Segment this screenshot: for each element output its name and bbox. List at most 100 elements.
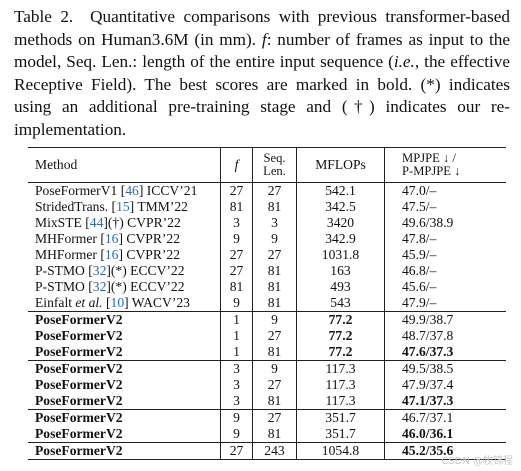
citation-link[interactable]: 16 (104, 231, 119, 246)
seq-len-cell: 27 (252, 377, 297, 393)
seq-len-cell: 27 (252, 182, 297, 199)
citation-link[interactable]: 46 (125, 183, 139, 198)
method-venue: ] ICCV’21 (138, 183, 198, 198)
table-caption: Table 2. Quantitative comparisons with p… (14, 6, 510, 142)
table-row-ours: PoseFormerV2 1 81 77.2 47.6/37.3 (28, 344, 506, 361)
method-cell: PoseFormerV2 (28, 442, 221, 460)
method-venue: ](*) ECCV’22 (106, 279, 185, 294)
method-venue: ] WACV’23 (124, 295, 190, 310)
frames-cell: 27 (220, 247, 253, 263)
mpjpe-cell: 49.9/38.7 (384, 311, 506, 328)
seq-len-cell: 243 (252, 442, 297, 460)
method-name: StridedTrans. [ (35, 199, 117, 214)
citation-link[interactable]: 10 (110, 295, 125, 310)
method-cell: PoseFormerV2 (28, 344, 221, 361)
table-row: PoseFormerV1 [46] ICCV’21 27 27 542.1 47.0/– (28, 182, 506, 199)
mflops-cell: 3420 (296, 215, 385, 231)
header-f: f (220, 147, 253, 183)
frames-cell: 1 (220, 344, 253, 361)
method-name: MHFormer [ (35, 231, 105, 246)
method-venue: ](†) CVPR’22 (103, 215, 181, 230)
mpjpe-cell: 45.6/– (402, 279, 437, 294)
method-cell: MHFormer [16] CVPR’22 (28, 231, 221, 247)
mpjpe-cell: 47.8/– (402, 231, 437, 246)
table-row: P-STMO [32](*) ECCV’22 27 81 163 46.8/– (28, 263, 506, 279)
seq-len-cell: 27 (252, 247, 297, 263)
method-venue: ] CVPR’22 (118, 231, 181, 246)
mflops-cell: 1054.8 (296, 442, 385, 460)
method-venue: ](*) ECCV’22 (106, 263, 185, 278)
seq-len-cell: 27 (252, 328, 297, 344)
table-row-ours: PoseFormerV2 1 27 77.2 48.7/37.8 (28, 328, 506, 344)
mflops-cell: 117.3 (296, 393, 385, 410)
method-cell: PoseFormerV2 (28, 393, 221, 410)
seq-len-cell: 9 (252, 231, 297, 247)
caption-text-2: : number of frames as input to the model… (14, 29, 511, 72)
mflops-cell: 543 (296, 295, 385, 312)
frames-cell: 81 (220, 199, 253, 215)
mpjpe-cell: 47.9/– (402, 295, 437, 310)
header-seq-line1: Seq. (263, 151, 286, 165)
method-cell: PoseFormerV2 (28, 377, 221, 393)
header-method: Method (28, 147, 221, 183)
method-cell: P-STMO [32](*) ECCV’22 (28, 263, 221, 279)
citation-link[interactable]: 16 (104, 247, 119, 262)
table-row-ours: PoseFormerV2 3 81 117.3 47.1/37.3 (28, 393, 506, 410)
method-name: P-STMO [ (35, 279, 93, 294)
method-name: P-STMO [ (35, 263, 93, 278)
mflops-cell: 77.2 (296, 328, 385, 344)
table-label: Table 2. (14, 7, 74, 26)
mpjpe-cell: 47.0/– (402, 183, 437, 198)
table-row: P-STMO [32](*) ECCV’22 81 81 493 45.6/– (28, 279, 506, 295)
mpjpe-cell: 46.0/36.1 (402, 426, 454, 441)
mflops-cell: 117.3 (296, 360, 385, 377)
comparison-table: Method f Seq. Len. MFLOPs MPJPE ↓ / P-MPJP… (28, 147, 506, 460)
citation-link[interactable]: 44 (89, 215, 104, 230)
mpjpe-cell: 49.6/38.9 (402, 215, 454, 230)
table-row-ours: PoseFormerV2 3 27 117.3 47.9/37.4 (28, 377, 506, 393)
seq-len-cell: 81 (252, 199, 297, 215)
method-cell: StridedTrans. [15] TMM’22 (28, 199, 221, 215)
citation-link[interactable]: 15 (116, 199, 130, 214)
mflops-cell: 77.2 (296, 344, 385, 361)
mflops-cell: 342.9 (296, 231, 385, 247)
method-cell: PoseFormerV2 (28, 426, 221, 443)
method-venue: ] TMM’22 (129, 199, 188, 214)
method-etal: et al. (75, 295, 103, 310)
seq-len-cell: 81 (252, 263, 297, 279)
frames-cell: 3 (220, 215, 253, 231)
header-f-text: f (234, 157, 239, 172)
table-row: StridedTrans. [15] TMM’22 81 81 342.5 47.5/– (28, 199, 506, 215)
table-row-ours: PoseFormerV2 9 27 351.7 46.7/37.1 (28, 409, 506, 426)
mpjpe-cell: 49.5/38.5 (384, 360, 506, 377)
caption-f-symbol: f (261, 29, 267, 49)
mflops-cell: 163 (296, 263, 385, 279)
mpjpe-cell: 45.2/35.6 (384, 442, 506, 460)
table-row: MHFormer [16] CVPR’22 9 9 342.9 47.8/– (28, 231, 506, 247)
mpjpe-cell: 46.7/37.1 (384, 409, 506, 426)
method-cell: MHFormer [16] CVPR’22 (28, 247, 221, 263)
table-row-ours: PoseFormerV2 27 243 1054.8 45.2/35.6 (28, 442, 506, 460)
seq-len-cell: 81 (252, 295, 297, 312)
citation-link[interactable]: 32 (92, 279, 107, 294)
method-venue: ] CVPR’22 (118, 247, 181, 262)
mpjpe-cell: 46.8/– (402, 263, 437, 278)
mpjpe-cell: 47.9/37.4 (402, 377, 454, 392)
frames-cell: 3 (220, 393, 253, 410)
seq-len-cell: 81 (252, 344, 297, 361)
method-name: MixSTE [ (35, 215, 90, 230)
frames-cell: 1 (220, 311, 253, 328)
seq-len-cell: 3 (252, 215, 297, 231)
frames-cell: 9 (220, 409, 253, 426)
seq-len-cell: 81 (252, 426, 297, 443)
method-cell: Einfalt et al. [10] WACV’23 (28, 295, 221, 312)
mflops-cell: 351.7 (296, 426, 385, 443)
mflops-cell: 342.5 (296, 199, 385, 215)
header-mpjpe-line2: P-MPJPE ↓ (402, 164, 461, 178)
header-mpjpe: MPJPE ↓ / P-MPJPE ↓ (384, 147, 506, 183)
citation-link[interactable]: 32 (92, 263, 107, 278)
mpjpe-cell: 47.6/37.3 (402, 344, 454, 359)
mflops-cell: 117.3 (296, 377, 385, 393)
watermark: CSDN @牧锦程 (441, 456, 513, 467)
frames-cell: 3 (220, 360, 253, 377)
